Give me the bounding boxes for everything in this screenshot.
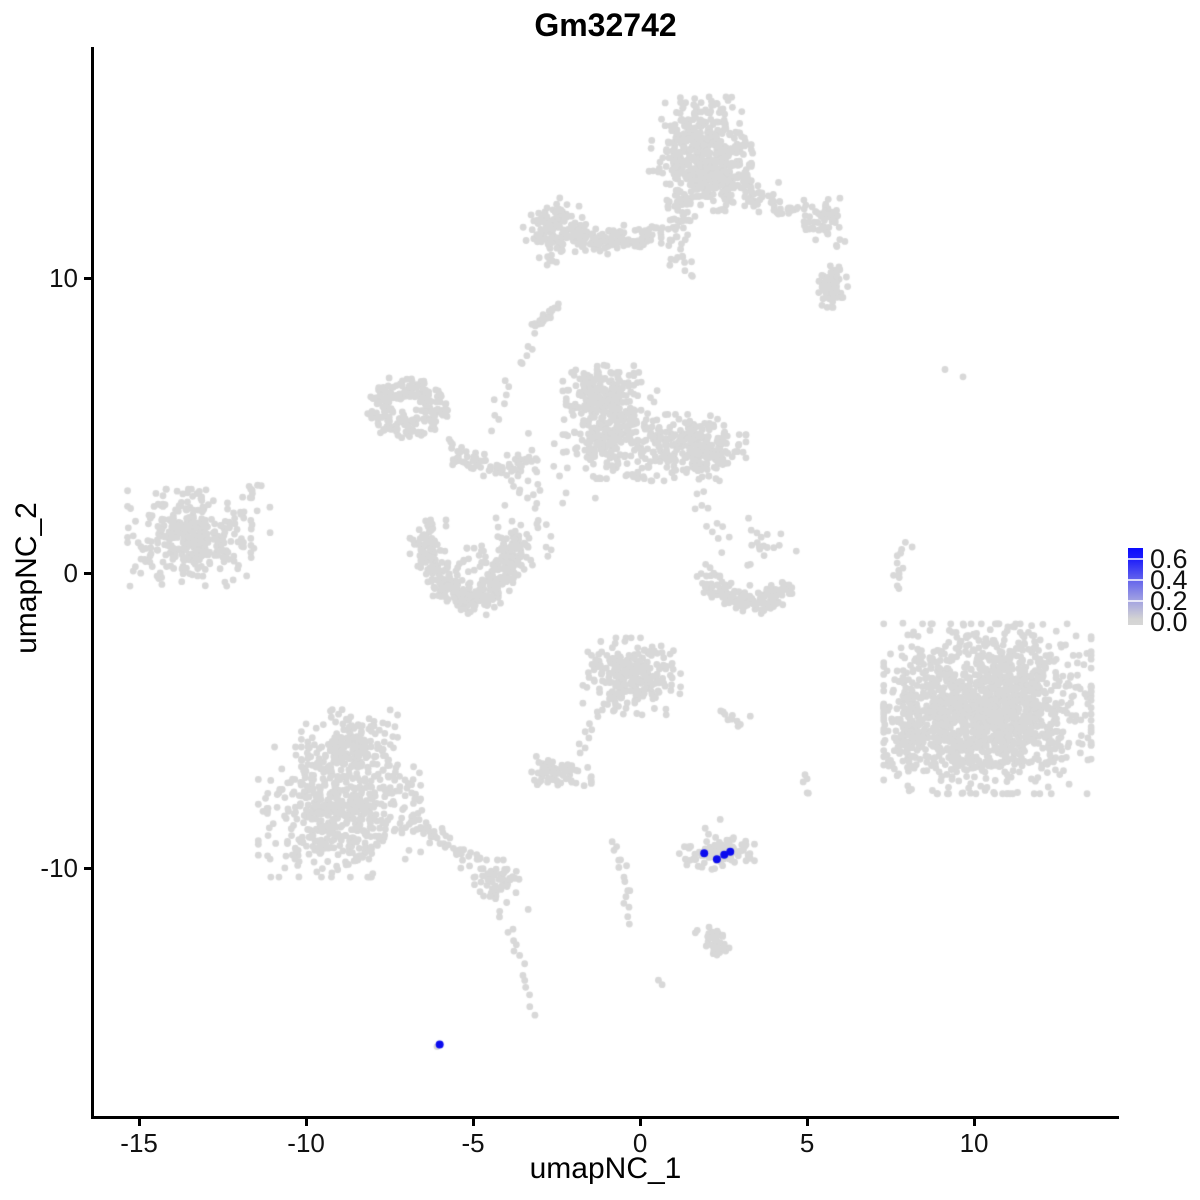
y-axis-line: [91, 47, 94, 1119]
x-tick-mark: [304, 1119, 308, 1126]
y-tick-label: 10: [49, 263, 78, 294]
x-tick-mark: [972, 1119, 976, 1126]
legend-tick-label: 0.6: [1150, 544, 1188, 574]
y-tick-label: -10: [40, 853, 78, 884]
legend-tick-mark: [1128, 579, 1143, 581]
x-tick-label: 0: [632, 1128, 648, 1158]
legend-tick-label: 0.2: [1150, 586, 1188, 616]
plot-title: Gm32742: [534, 7, 677, 43]
x-tick-label: -10: [287, 1128, 325, 1158]
legend-colorbar: [1128, 548, 1143, 625]
x-axis-line: [91, 1116, 1119, 1119]
x-tick-mark: [471, 1119, 475, 1126]
y-tick-mark: [84, 276, 91, 280]
y-tick-label: 0: [63, 558, 78, 589]
legend-tick-label: 0.4: [1150, 565, 1188, 595]
y-tick-mark: [84, 571, 91, 575]
x-tick-label: -15: [120, 1128, 158, 1158]
x-tick-label: 10: [959, 1128, 989, 1158]
scatter-points-canvas: [93, 47, 1118, 1118]
legend-tick-mark: [1128, 558, 1143, 560]
legend-tick-mark: [1128, 600, 1143, 602]
x-tick-mark: [805, 1119, 809, 1126]
x-tick-mark: [638, 1119, 642, 1126]
x-tick-label: -5: [461, 1128, 485, 1158]
y-axis-title: umapNC_2: [10, 502, 43, 654]
x-axis-title: umapNC_1: [529, 1152, 682, 1185]
y-tick-mark: [84, 866, 91, 870]
x-tick-label: 5: [799, 1128, 815, 1158]
x-tick-mark: [137, 1119, 141, 1126]
legend-tick-label: 0.0: [1150, 607, 1188, 637]
